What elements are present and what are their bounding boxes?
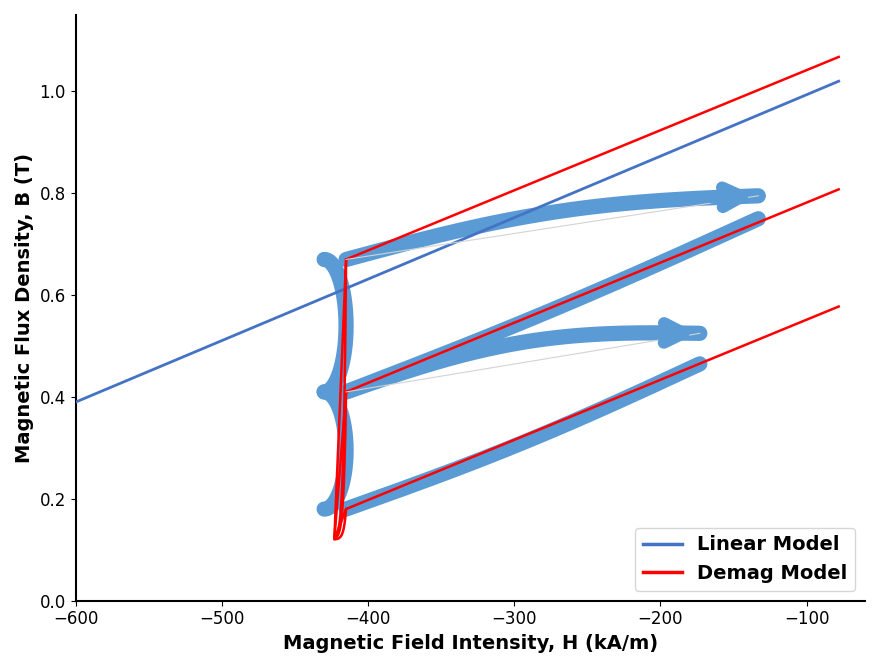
Legend: Linear Model, Demag Model: Linear Model, Demag Model xyxy=(635,528,855,591)
X-axis label: Magnetic Field Intensity, H (kA/m): Magnetic Field Intensity, H (kA/m) xyxy=(282,634,658,653)
Y-axis label: Magnetic Flux Density, B (T): Magnetic Flux Density, B (T) xyxy=(15,153,34,463)
